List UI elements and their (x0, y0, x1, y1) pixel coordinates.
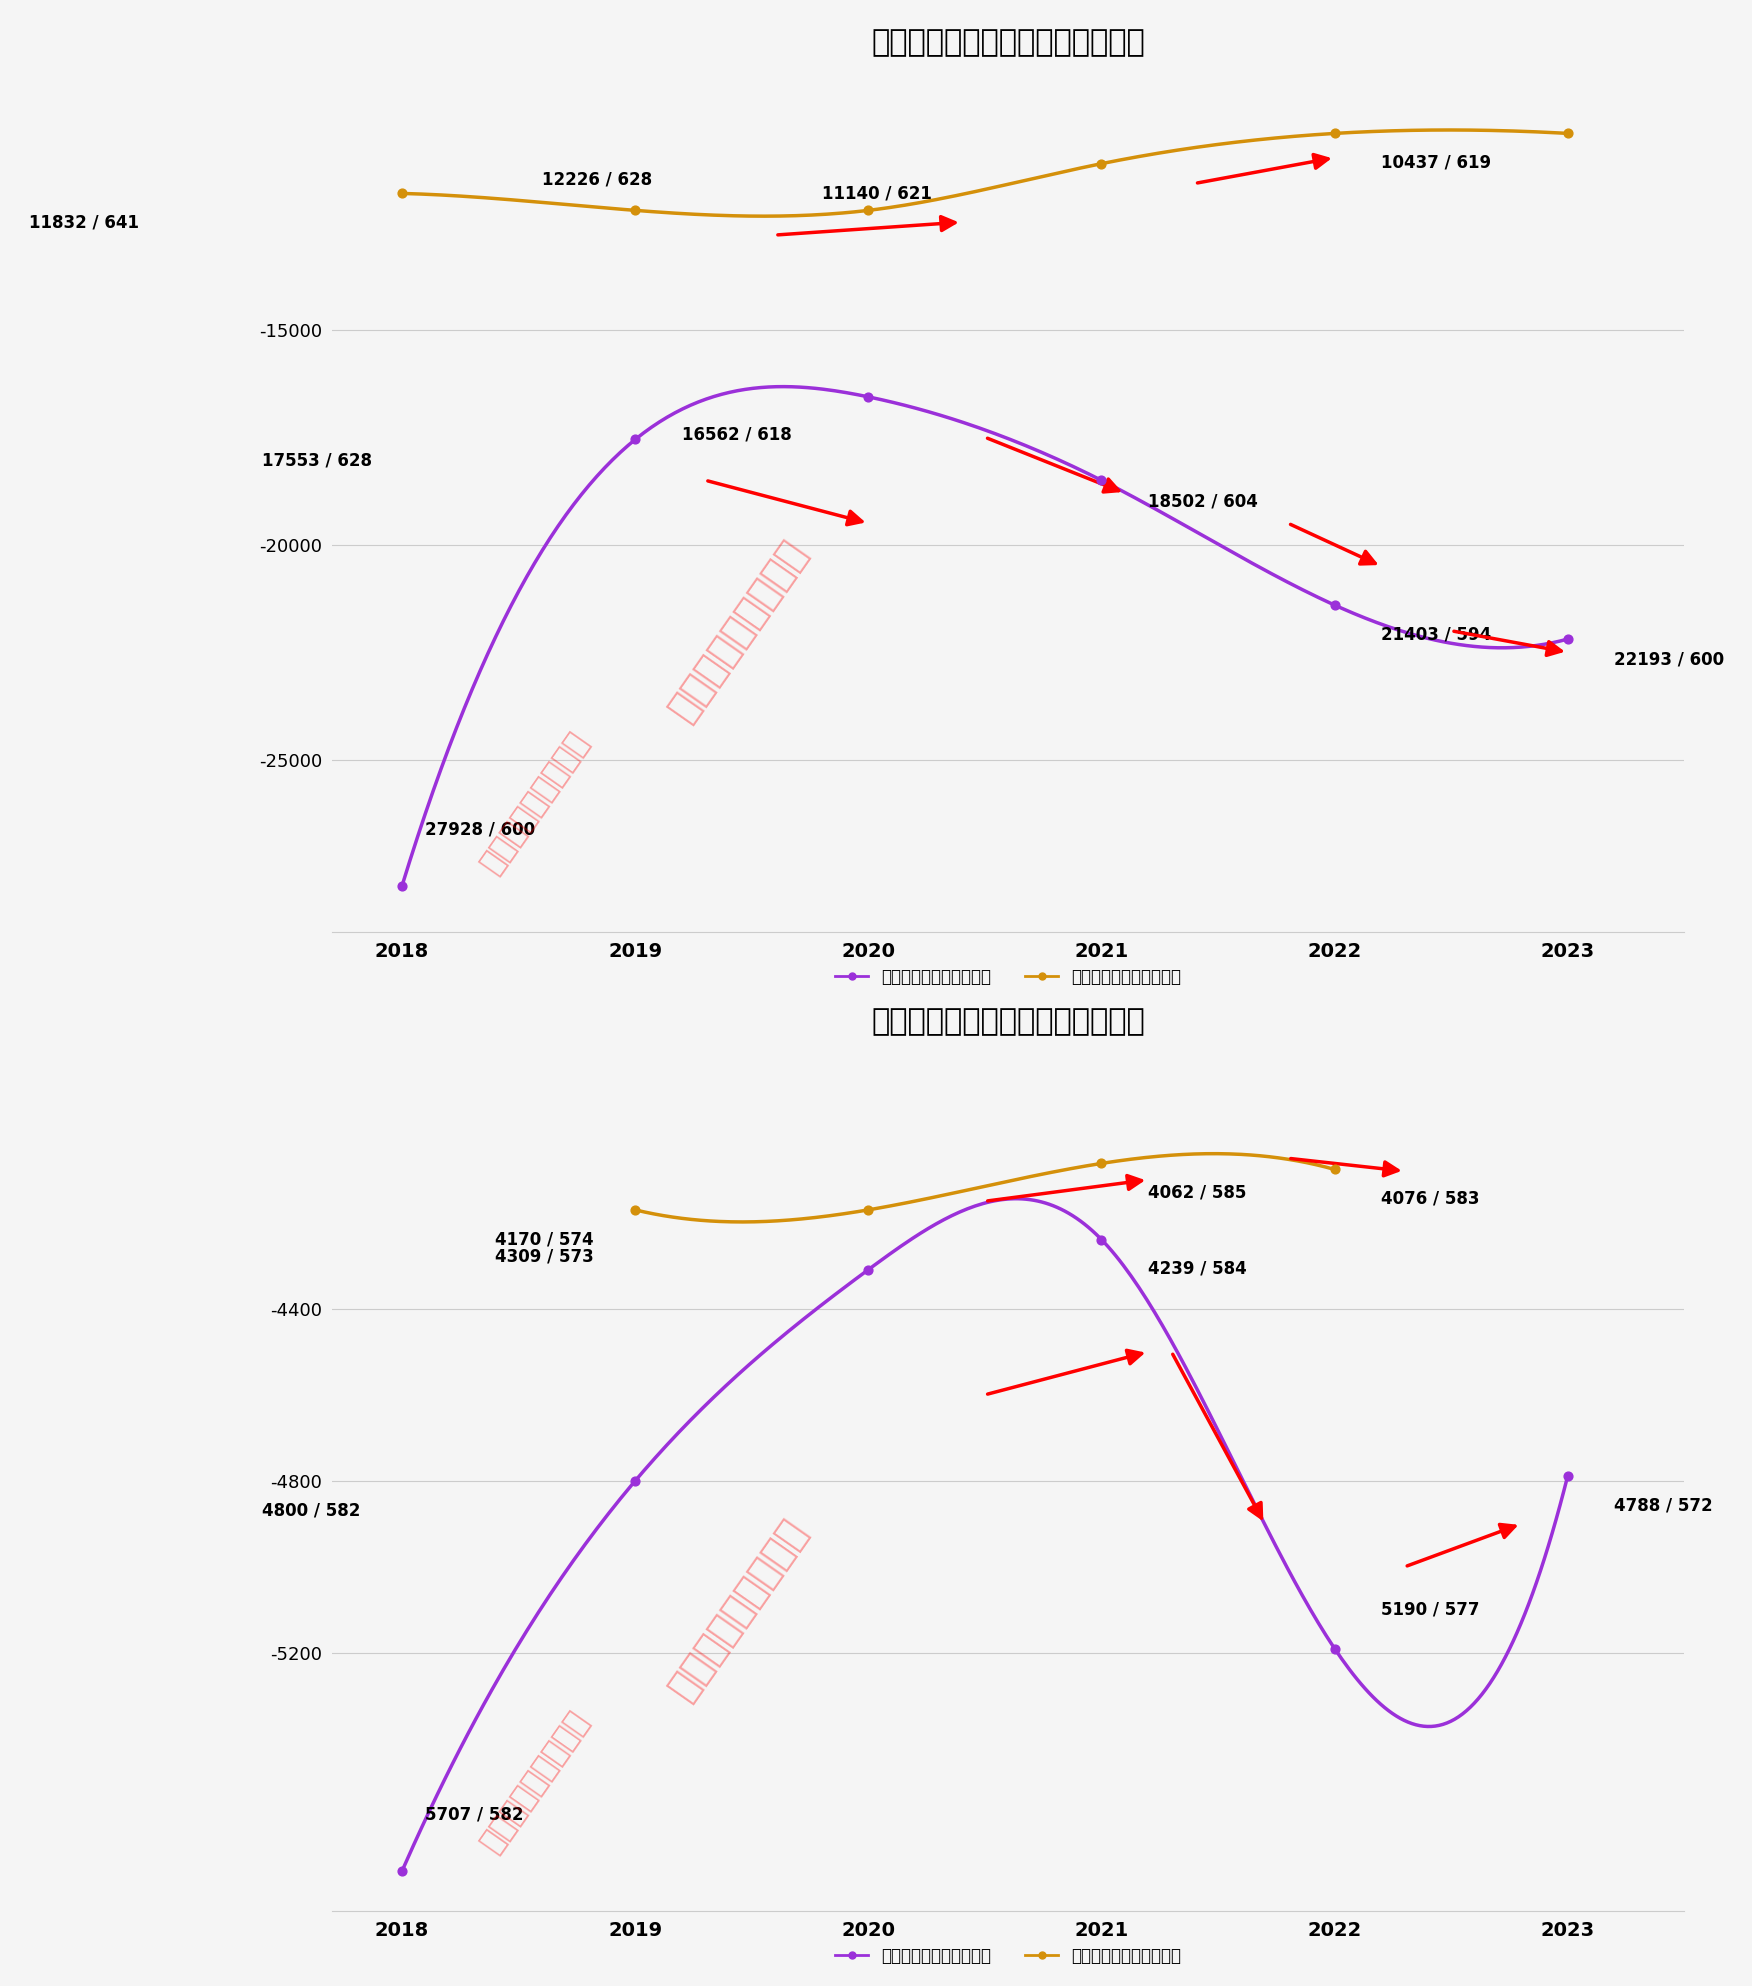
Point (387, 1855, 415, 1887)
Text: 4309 / 573: 4309 / 573 (496, 1247, 594, 1265)
Text: 10437 / 619: 10437 / 619 (1381, 153, 1491, 173)
Point (1321, 590, 1349, 622)
Point (855, 195, 883, 226)
Point (1088, 1148, 1116, 1180)
Text: 4170 / 574: 4170 / 574 (496, 1229, 594, 1249)
Point (855, 381, 883, 413)
Point (387, 177, 415, 209)
Text: 22193 / 600: 22193 / 600 (1614, 651, 1724, 669)
Text: 志愿填报找助哥整理: 志愿填报找助哥整理 (662, 534, 813, 727)
Point (1088, 1223, 1116, 1255)
Text: 4788 / 572: 4788 / 572 (1614, 1495, 1713, 1513)
Text: 11832 / 641: 11832 / 641 (30, 214, 138, 232)
Text: 12226 / 628: 12226 / 628 (541, 171, 652, 189)
Legend: 合肥工业大学最低专业分, 合肥工业大学最高专业分: 合肥工业大学最低专业分, 合肥工业大学最高专业分 (829, 961, 1188, 993)
Point (1088, 465, 1116, 496)
Text: 21403 / 594: 21403 / 594 (1381, 626, 1491, 643)
Point (1554, 117, 1582, 149)
Point (387, 870, 415, 902)
Text: 11140 / 621: 11140 / 621 (822, 185, 932, 203)
Point (855, 1194, 883, 1225)
Text: 5190 / 577: 5190 / 577 (1381, 1601, 1480, 1619)
Legend: 合肥工业大学最低专业分, 合肥工业大学最高专业分: 合肥工业大学最低专业分, 合肥工业大学最高专业分 (829, 1940, 1188, 1972)
Text: 27928 / 600: 27928 / 600 (426, 820, 536, 838)
Point (622, 1194, 650, 1225)
Text: 4239 / 584: 4239 / 584 (1148, 1259, 1247, 1277)
Point (855, 1253, 883, 1285)
Title: 四川文科最低最高专业分位次趋势: 四川文科最低最高专业分位次趋势 (871, 1007, 1146, 1037)
Text: 志愿填报找助哥整理: 志愿填报找助哥整理 (477, 727, 594, 878)
Text: 16562 / 618: 16562 / 618 (682, 425, 792, 445)
Point (622, 423, 650, 455)
Point (1088, 147, 1116, 179)
Text: 18502 / 604: 18502 / 604 (1148, 493, 1258, 510)
Point (1321, 1632, 1349, 1664)
Text: 17553 / 628: 17553 / 628 (263, 451, 371, 469)
Text: 5707 / 582: 5707 / 582 (426, 1805, 524, 1823)
Text: 4076 / 583: 4076 / 583 (1381, 1190, 1480, 1207)
Point (1554, 1460, 1582, 1491)
Text: 志愿填报找助哥整理: 志愿填报找助哥整理 (477, 1706, 594, 1857)
Text: 4800 / 582: 4800 / 582 (263, 1501, 361, 1519)
Point (1321, 1154, 1349, 1186)
Text: 志愿填报找助哥整理: 志愿填报找助哥整理 (662, 1513, 813, 1706)
Point (1554, 624, 1582, 655)
Point (622, 195, 650, 226)
Title: 四川理科最低最高专业分位次趋势: 四川理科最低最高专业分位次趋势 (871, 28, 1146, 58)
Point (1321, 117, 1349, 149)
Text: 4062 / 585: 4062 / 585 (1148, 1184, 1246, 1202)
Point (622, 1466, 650, 1497)
